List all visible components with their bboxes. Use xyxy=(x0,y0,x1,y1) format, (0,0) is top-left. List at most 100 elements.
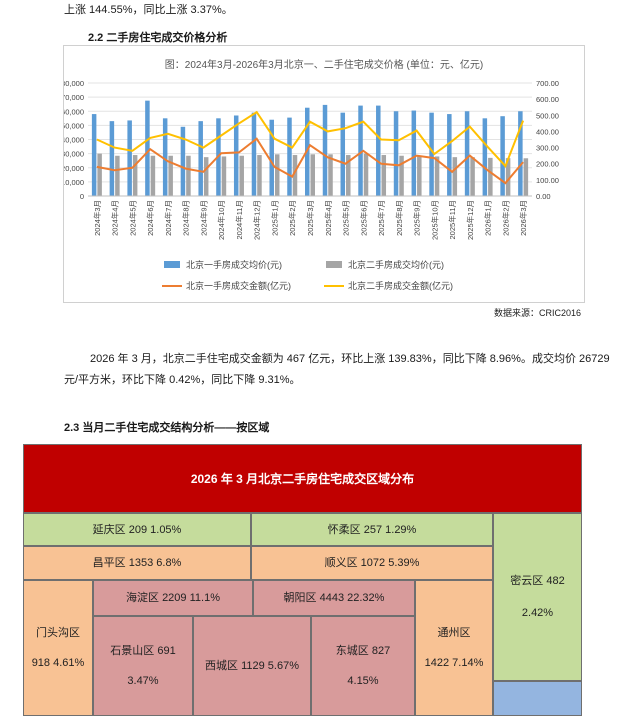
x-tick-label: 2025年9月 xyxy=(412,200,422,236)
bar-second-hand-price xyxy=(399,155,404,196)
x-tick-label: 2025年11月 xyxy=(447,200,457,239)
price-chart-svg: 图：2024年3月-2026年3月北京一、二手住宅成交价格 (单位：元、亿元) 0… xyxy=(61,58,559,291)
section-heading-2-3: 2.3 当月二手住宅成交结构分析——按区域 xyxy=(64,422,270,434)
bar-new-home-price xyxy=(233,115,239,196)
bar-second-hand-price xyxy=(328,154,333,196)
treemap-cell-changping: 昌平区 1353 6.8% xyxy=(23,546,251,580)
right-tick-label: 400.00 xyxy=(536,127,559,136)
bar-new-home-price xyxy=(251,112,257,196)
x-tick-label: 2024年11月 xyxy=(234,200,244,239)
left-tick-label: 70,000 xyxy=(64,93,84,102)
cell-label: 海淀区 2209 11.1% xyxy=(126,592,220,604)
left-tick-label: 60,000 xyxy=(64,107,84,116)
treemap-cell-xicheng: 西城区 1129 5.67% xyxy=(193,616,311,716)
bar-new-home-price xyxy=(393,111,399,196)
x-tick-label: 2025年4月 xyxy=(323,200,333,236)
x-tick-label: 2025年12月 xyxy=(465,200,475,240)
bar-second-hand-price xyxy=(203,157,209,196)
x-tick-label: 2025年6月 xyxy=(358,200,368,236)
bar-new-home-price xyxy=(500,116,505,196)
right-tick-label: 0.00 xyxy=(536,192,551,201)
left-tick-label: 0 xyxy=(80,192,84,201)
bar-new-home-price xyxy=(464,111,470,196)
line-new-home-amount xyxy=(96,137,524,185)
bar-new-home-price xyxy=(340,112,346,196)
x-tick-label: 2026年2月 xyxy=(500,200,510,236)
bar-second-hand-price xyxy=(97,153,102,196)
bar-new-home-price xyxy=(162,118,168,196)
source-note: 数据来源：CRIC2016 xyxy=(493,308,581,318)
bar-second-hand-price xyxy=(239,155,244,196)
cell-label: 朝阳区 4443 22.32% xyxy=(283,592,385,604)
section-heading-2-2: 2.2 二手房住宅成交价格分析 xyxy=(88,32,228,44)
right-tick-label: 600.00 xyxy=(536,95,559,104)
treemap-cell-shunyi: 顺义区 1072 5.39% xyxy=(251,546,493,580)
cell-label: 东城区 827 xyxy=(335,645,391,657)
cell-name: 通州区 xyxy=(437,627,471,639)
line-second-hand-amount xyxy=(96,110,525,168)
right-tick-label: 100.00 xyxy=(536,176,559,185)
x-tick-label: 2025年10月 xyxy=(429,200,439,240)
x-tick-label: 2024年4月 xyxy=(110,200,120,236)
treemap-cell-dongcheng: 东城区 827 4.15% xyxy=(311,616,415,716)
bar-second-hand-price xyxy=(381,155,387,196)
bar-new-home-price xyxy=(518,111,523,196)
bar-second-hand-price xyxy=(470,157,475,196)
cell-label: 密云区 482 xyxy=(510,575,565,587)
legend-swatch xyxy=(326,261,342,268)
bar-second-hand-price xyxy=(132,155,138,196)
bar-new-home-price xyxy=(482,118,488,196)
cell-pct: 4.15% xyxy=(347,675,379,687)
bar-second-hand-price xyxy=(257,155,262,196)
x-tick-label: 2024年12月 xyxy=(252,200,262,240)
legend-label: 北京一手房成交金额(亿元) xyxy=(186,280,291,291)
treemap-cell-shijingshan: 石景山区 691 3.47% xyxy=(93,616,193,716)
treemap-cell-haidian: 海淀区 2209 11.1% xyxy=(93,580,253,616)
bar-new-home-price xyxy=(376,105,381,196)
x-tick-label: 2024年8月 xyxy=(181,200,191,236)
bar-second-hand-price xyxy=(221,156,227,196)
chart-title: 图：2024年3月-2026年3月北京一、二手住宅成交价格 (单位：元、亿元) xyxy=(165,58,483,71)
x-tick-label: 2024年7月 xyxy=(163,200,173,236)
left-tick-label: 30,000 xyxy=(64,150,84,159)
cell-label: 石景山区 691 xyxy=(110,645,176,657)
bar-new-home-price xyxy=(109,121,115,196)
x-tick-label: 2024年9月 xyxy=(198,200,208,236)
left-tick-label: 10,000 xyxy=(64,178,84,187)
right-tick-label: 700.00 xyxy=(536,79,559,88)
x-tick-label: 2025年8月 xyxy=(394,200,404,236)
legend-label: 北京一手房成交均价(元) xyxy=(186,259,282,270)
bar-new-home-price xyxy=(287,117,292,196)
bar-new-home-price xyxy=(411,110,417,196)
cell-label: 西城区 1129 5.67% xyxy=(205,660,299,672)
right-tick-label: 200.00 xyxy=(536,160,559,169)
treemap-cell-mentougou: 门头沟区 918 4.61% xyxy=(23,580,93,716)
left-tick-label: 80,000 xyxy=(64,79,84,88)
x-tick-label: 2024年6月 xyxy=(145,200,155,236)
bar-second-hand-price xyxy=(505,158,511,196)
cell-label: 怀柔区 257 1.29% xyxy=(327,523,417,536)
bar-new-home-price xyxy=(198,121,203,196)
treemap-title: 2026 年 3 月北京二手房住宅成交区域分布 xyxy=(23,444,582,513)
bar-new-home-price xyxy=(145,100,150,196)
paragraph-line-1: 2026 年 3 月，北京二手住宅成交金额为 467 亿元，环比上涨 139.8… xyxy=(90,353,610,365)
bar-new-home-price xyxy=(127,120,132,196)
bar-second-hand-price xyxy=(186,155,191,196)
bar-second-hand-price xyxy=(523,158,529,196)
cell-name: 门头沟区 xyxy=(36,627,80,639)
bar-second-hand-price xyxy=(115,155,120,196)
cell-label: 延庆区 209 1.05% xyxy=(92,523,182,536)
treemap-cell-tongzhou: 通州区 1422 7.14% xyxy=(415,580,493,716)
legend-swatch xyxy=(164,261,180,268)
paragraph-line-2: 元/平方米，环比下降 0.42%，同比下降 9.31%。 xyxy=(64,374,301,386)
bar-second-hand-price xyxy=(310,154,315,196)
x-tick-label: 2026年3月 xyxy=(518,200,528,236)
cell-pct: 3.47% xyxy=(127,675,159,687)
left-tick-label: 20,000 xyxy=(64,164,84,173)
x-tick-label: 2025年2月 xyxy=(287,200,297,236)
legend-label: 北京二手房成交金额(亿元) xyxy=(348,280,453,291)
x-tick-label: 2024年10月 xyxy=(216,200,226,240)
bar-second-hand-price xyxy=(417,155,422,196)
bar-second-hand-price xyxy=(150,155,156,196)
right-tick-label: 300.00 xyxy=(536,144,559,153)
